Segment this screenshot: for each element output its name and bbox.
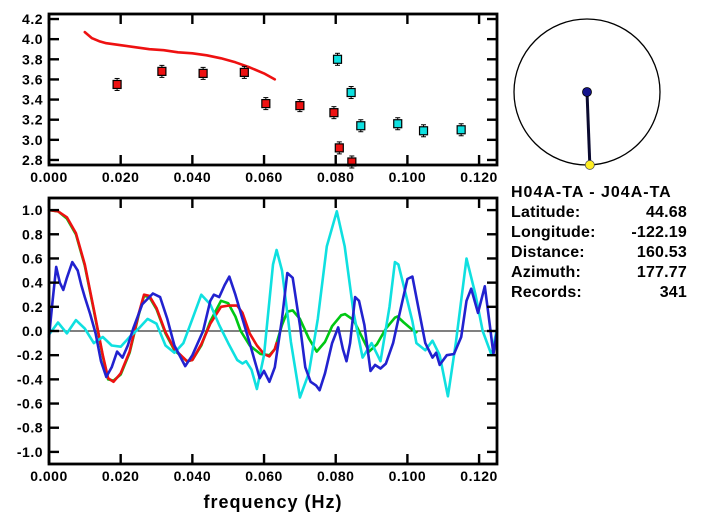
y-tick-label: -1.0 <box>17 444 43 460</box>
red-curve <box>47 208 278 384</box>
y-tick-label: -0.6 <box>17 396 43 412</box>
y-tick-label: -0.8 <box>17 420 43 436</box>
x-tick-label: 0.040 <box>174 169 212 185</box>
data-point <box>456 125 466 135</box>
y-tick-label: 0.8 <box>22 226 43 242</box>
data-point <box>418 126 429 136</box>
y-tick-label: -0.2 <box>17 347 43 363</box>
info-label: Latitude: <box>511 204 581 221</box>
info-row-latitude: Latitude: 44.68 <box>511 203 687 223</box>
x-tick-label: 0.080 <box>317 169 355 185</box>
data-point <box>295 101 305 111</box>
y-tick-label: 2.8 <box>22 152 43 168</box>
info-value: 177.77 <box>636 264 687 281</box>
y-tick-label: 1.0 <box>22 202 43 218</box>
data-point <box>261 98 271 109</box>
data-point <box>332 54 343 64</box>
y-tick-label: 3.2 <box>22 112 43 128</box>
data-point <box>157 66 167 76</box>
x-tick-label: 0.060 <box>245 468 283 484</box>
y-tick-label: 0.2 <box>22 299 43 315</box>
info-row-distance: Distance: 160.53 <box>511 243 687 263</box>
x-tick-label: 0.120 <box>460 169 498 185</box>
azimuth-line <box>585 91 592 166</box>
y-tick-label: 0.0 <box>22 323 43 339</box>
info-value: 44.68 <box>645 204 687 221</box>
info-row-azimuth: Azimuth: 177.77 <box>511 263 687 283</box>
data-point <box>393 119 403 129</box>
x-tick-label: 0.000 <box>30 169 68 185</box>
x-tick-label: 0.020 <box>102 468 140 484</box>
plot-frame <box>47 196 499 466</box>
info-label: Longitude: <box>511 224 596 241</box>
dispersion-plot: 0.000 0.020 0.040 0.060 0.080 0.100 0.120 4.2 4.… <box>22 11 499 185</box>
info-row-records: Records: 341 <box>511 283 687 303</box>
info-label: Distance: <box>511 244 585 261</box>
plot-frame <box>47 12 499 167</box>
x-tick-label: 0.020 <box>102 169 140 185</box>
info-row-longitude: Longitude: -122.19 <box>511 223 687 243</box>
x-tick-label: 0.080 <box>317 468 355 484</box>
x-tick-label: 0.100 <box>389 468 427 484</box>
data-point <box>334 143 344 153</box>
blue-curve <box>47 260 499 392</box>
y-tick-label: 0.6 <box>22 250 43 266</box>
y-tick-label: 3.0 <box>22 132 43 148</box>
info-label: Azimuth: <box>511 264 582 281</box>
station-info: H04A-TA - J04A-TA Latitude: 44.68 Longit… <box>511 184 687 303</box>
station-a-dot <box>582 87 592 97</box>
info-value: 160.53 <box>636 244 687 261</box>
data-point <box>198 68 208 78</box>
x-tick-label: 0.100 <box>389 169 427 185</box>
x-tick-label: 0.000 <box>30 468 68 484</box>
station-b-dot <box>584 160 595 170</box>
x-tick-label: 0.120 <box>460 468 498 484</box>
data-point <box>112 79 122 90</box>
y-tick-label: 4.2 <box>22 11 43 27</box>
info-value: 341 <box>659 284 687 301</box>
correlation-plot: 0.000 0.020 0.040 0.060 0.080 0.100 0.120 1.0 0.… <box>17 196 499 512</box>
info-label: Records: <box>511 284 582 301</box>
data-point <box>346 87 356 98</box>
y-tick-label: 3.4 <box>22 92 43 108</box>
y-tick-label: -0.4 <box>17 371 43 387</box>
x-tick-label: 0.040 <box>174 468 212 484</box>
y-tick-label: 3.8 <box>22 51 43 67</box>
data-point <box>239 67 249 77</box>
info-value: -122.19 <box>631 224 687 241</box>
station-pair-title: H04A-TA - J04A-TA <box>511 184 672 201</box>
model-dispersion-curve <box>83 30 277 81</box>
data-point <box>329 108 339 118</box>
data-point <box>356 121 366 131</box>
x-tick-label: 0.060 <box>245 169 283 185</box>
measured-points-cyan <box>332 52 466 138</box>
y-tick-label: 0.4 <box>22 275 43 291</box>
y-tick-label: 3.6 <box>22 71 43 87</box>
x-axis-label: frequency (Hz) <box>203 492 342 512</box>
y-tick-label: 4.0 <box>22 31 43 47</box>
measured-points-red <box>112 64 357 169</box>
station-azimuth-diagram <box>513 18 661 170</box>
